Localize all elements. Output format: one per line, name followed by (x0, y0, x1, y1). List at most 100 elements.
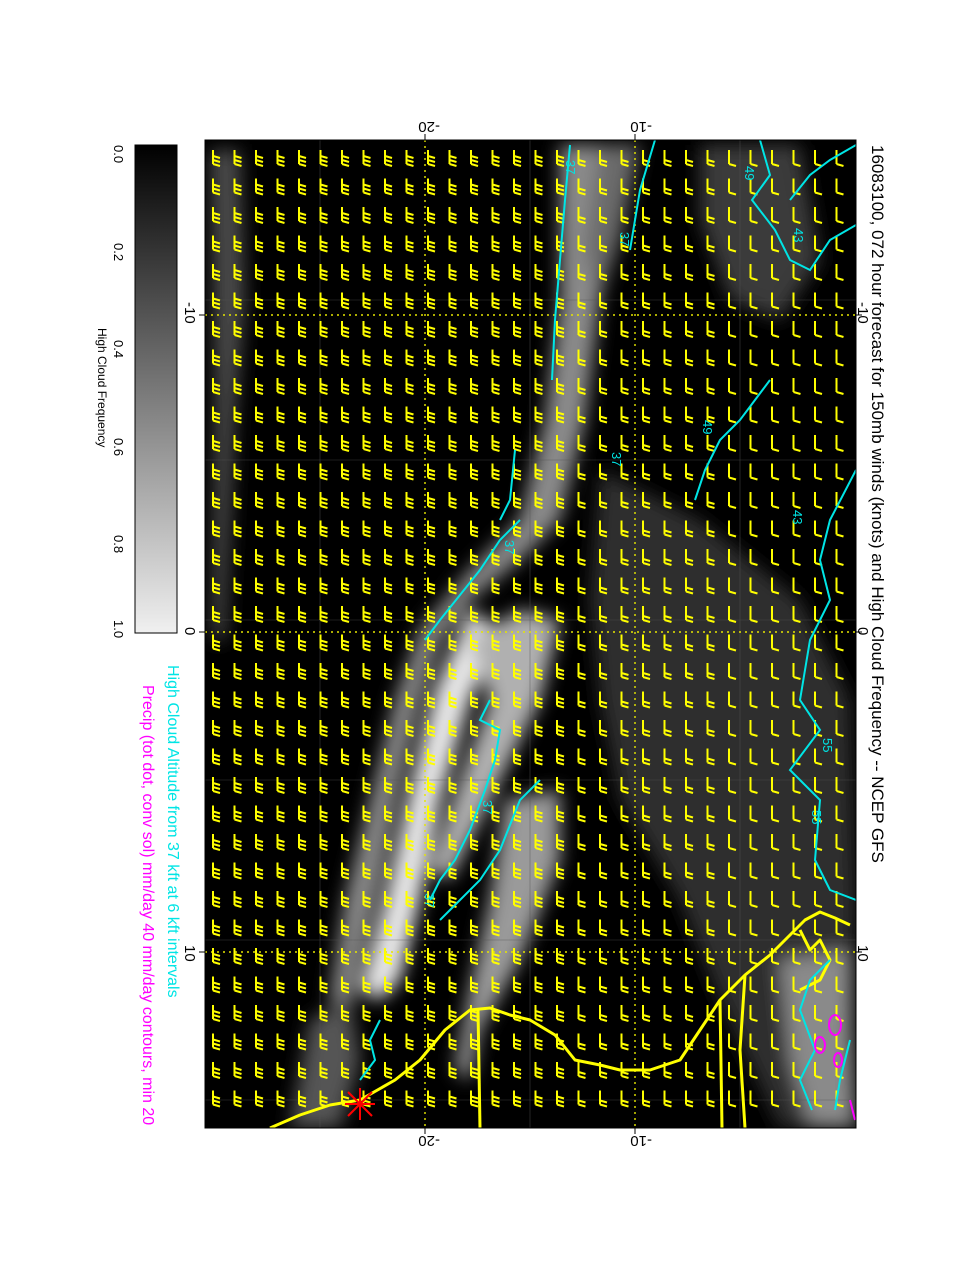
wind-barb (427, 862, 436, 880)
wind-barb (298, 378, 307, 395)
wind-barb (620, 862, 629, 880)
wind-barb (728, 919, 737, 937)
wind-barb (448, 634, 457, 652)
wind-barb (276, 292, 285, 310)
wind-barb (341, 976, 350, 994)
wind-barb (233, 577, 242, 595)
wind-barb (255, 1090, 264, 1108)
wind-barb (276, 349, 285, 367)
contour-label: 55 (809, 810, 824, 824)
wind-barb (771, 976, 780, 994)
wind-barb (427, 976, 436, 994)
wind-barb (212, 805, 221, 823)
wind-barb (427, 492, 436, 509)
wind-barb (642, 520, 651, 538)
wind-barb (620, 520, 629, 538)
wind-barb (685, 948, 694, 965)
wind-barb (448, 1062, 457, 1079)
wind-barb (835, 862, 844, 880)
wind-barb (212, 406, 221, 424)
wind-barb (233, 862, 242, 880)
wind-barb (534, 235, 543, 253)
wind-barb (534, 834, 543, 851)
wind-barb (212, 834, 221, 851)
wind-barb (298, 1062, 307, 1079)
wind-barb (427, 1005, 436, 1022)
wind-barb (534, 891, 543, 908)
wind-barb (341, 634, 350, 652)
wind-barb (427, 891, 436, 908)
wind-barb (491, 976, 500, 994)
wind-barb (642, 891, 651, 908)
wind-barb (427, 663, 436, 680)
wind-barb (212, 549, 221, 566)
wind-barb (362, 150, 371, 167)
wind-barb (491, 1090, 500, 1108)
wind-barb (685, 235, 694, 253)
wind-barb (362, 549, 371, 566)
wind-barb (835, 349, 844, 367)
wind-barb (405, 264, 414, 281)
wind-barb (663, 463, 672, 481)
wind-barb (233, 891, 242, 908)
wind-barb (491, 207, 500, 224)
wind-barb (513, 748, 522, 766)
wind-barb (233, 691, 242, 709)
wind-barb (835, 805, 844, 823)
wind-barb (577, 150, 586, 167)
wind-barb (212, 862, 221, 880)
wind-barb (341, 1090, 350, 1108)
wind-barb (276, 1005, 285, 1022)
wind-barb (556, 691, 565, 709)
wind-barb (749, 207, 758, 224)
wind-barb (749, 663, 758, 680)
wind-barb (513, 720, 522, 737)
wind-barb (513, 691, 522, 709)
wind-barb (384, 1090, 393, 1108)
wind-barb (233, 720, 242, 737)
wind-barb (470, 349, 479, 367)
wind-barb (276, 919, 285, 937)
wind-barb (642, 606, 651, 623)
wind-barb (405, 834, 414, 851)
wind-barb (427, 463, 436, 481)
wind-barb (298, 349, 307, 367)
wind-barb (470, 691, 479, 709)
wind-barb (728, 207, 737, 224)
wind-barb (792, 406, 801, 424)
wind-barb (405, 207, 414, 224)
wind-barb (663, 1033, 672, 1051)
wind-barb (255, 292, 264, 310)
wind-barb (319, 948, 328, 965)
wind-barb (405, 919, 414, 937)
wind-barb (319, 520, 328, 538)
wind-barb (233, 321, 242, 338)
wind-barb (255, 976, 264, 994)
wind-barb (448, 1005, 457, 1022)
wind-barb (448, 976, 457, 994)
wind-barb (491, 634, 500, 652)
wind-barb (663, 1090, 672, 1108)
wind-barb (427, 1062, 436, 1079)
wind-barb (663, 549, 672, 566)
wind-barb (599, 862, 608, 880)
wind-barb (405, 492, 414, 509)
wind-barb (599, 406, 608, 424)
wind-barb (792, 720, 801, 737)
wind-barb (814, 663, 823, 680)
wind-barb (685, 492, 694, 509)
wind-barb (663, 207, 672, 224)
wind-barb (577, 1033, 586, 1051)
wind-barb (706, 948, 715, 965)
wind-barb (835, 235, 844, 253)
wind-barb (749, 720, 758, 737)
wind-barb (319, 1005, 328, 1022)
wind-barb (513, 919, 522, 937)
wind-barb (341, 1062, 350, 1079)
wind-barb (771, 834, 780, 851)
wind-barb (212, 520, 221, 538)
wind-barb (341, 862, 350, 880)
wind-barb (814, 948, 823, 965)
coastline (269, 910, 851, 1128)
wind-barb (319, 634, 328, 652)
